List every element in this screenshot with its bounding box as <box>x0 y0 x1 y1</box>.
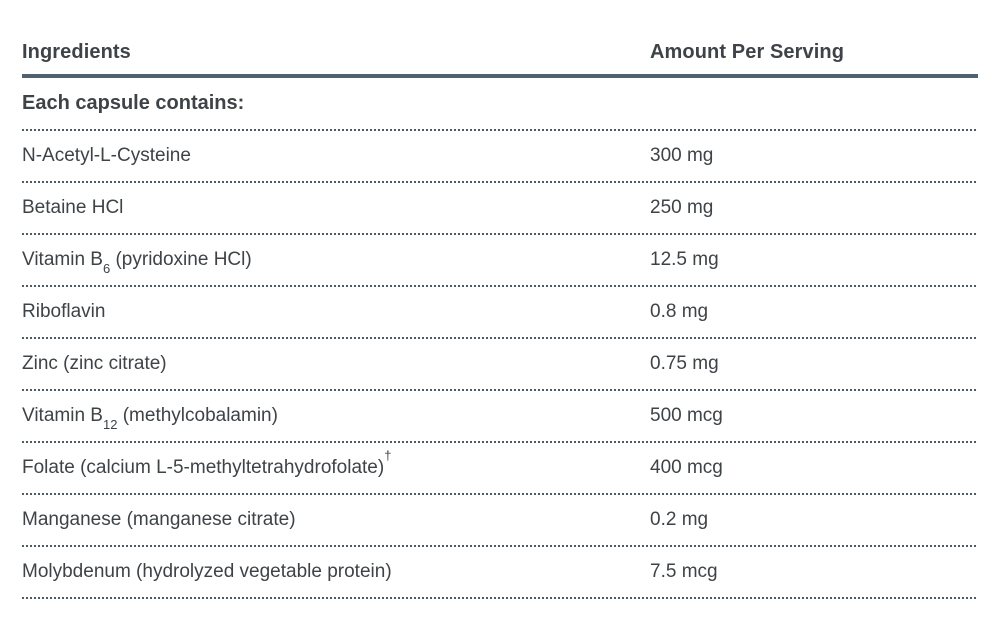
table-row: Riboflavin 0.8 mg <box>22 287 978 337</box>
ingredient-name-text: (pyridoxine HCl) <box>110 249 252 270</box>
ingredient-name: Folate (calcium L-5-methyltetrahydrofola… <box>22 449 650 479</box>
ingredient-name: Vitamin B6 (pyridoxine HCl) <box>22 249 650 275</box>
dagger-footnote-mark: † <box>384 447 392 463</box>
table-row: Manganese (manganese citrate) 0.2 mg <box>22 495 978 545</box>
ingredient-name-subscript: 6 <box>102 260 111 276</box>
ingredient-amount: 0.2 mg <box>650 509 709 530</box>
ingredient-amount: 0.8 mg <box>650 301 709 322</box>
ingredient-name-text: Riboflavin <box>22 301 106 322</box>
dotted-divider <box>22 493 978 495</box>
header-divider-rule <box>22 74 978 78</box>
table-row: Vitamin B6 (pyridoxine HCl) 12.5 mg <box>22 235 978 285</box>
table-body: N-Acetyl-L-Cysteine 300 mg Betaine HCl 250 … <box>22 131 978 599</box>
dotted-divider <box>22 545 978 547</box>
ingredient-name: Manganese (manganese citrate) <box>22 509 650 531</box>
ingredient-name-text: Molybdenum (hydrolyzed vegetable protein… <box>22 561 392 582</box>
ingredient-amount: 300 mg <box>650 145 714 166</box>
ingredient-name-text: Betaine HCl <box>22 197 124 218</box>
table-row: Vitamin B12 (methylcobalamin) 500 mcg <box>22 391 978 441</box>
ingredient-name: Vitamin B12 (methylcobalamin) <box>22 405 650 431</box>
table-row: Folate (calcium L-5-methyltetrahydrofola… <box>22 443 978 493</box>
ingredient-name-text: N-Acetyl-L-Cysteine <box>22 145 191 166</box>
ingredient-amount: 400 mcg <box>650 457 723 478</box>
ingredient-name-text: Manganese (manganese citrate) <box>22 509 296 530</box>
table-row: Betaine HCl 250 mg <box>22 183 978 233</box>
table-header-row: Ingredients Amount Per Serving <box>22 28 978 64</box>
dotted-divider <box>22 129 978 131</box>
ingredient-amount: 12.5 mg <box>650 249 719 270</box>
dotted-divider <box>22 285 978 287</box>
ingredient-name: Betaine HCl <box>22 197 650 219</box>
table-row: N-Acetyl-L-Cysteine 300 mg <box>22 131 978 181</box>
dotted-divider <box>22 597 978 599</box>
dotted-divider <box>22 181 978 183</box>
ingredient-name: Riboflavin <box>22 301 650 323</box>
ingredient-amount: 500 mcg <box>650 405 723 426</box>
ingredient-name-text: Vitamin B <box>22 405 103 426</box>
dotted-divider <box>22 389 978 391</box>
ingredient-name-text: Folate (calcium L-5-methyltetrahydrofola… <box>22 457 385 478</box>
table-row: Molybdenum (hydrolyzed vegetable protein… <box>22 547 978 597</box>
ingredient-name-text: (methylcobalamin) <box>117 405 278 426</box>
dotted-divider <box>22 233 978 235</box>
ingredient-name: N-Acetyl-L-Cysteine <box>22 145 650 167</box>
section-header: Each capsule contains: <box>22 92 245 114</box>
ingredient-name-text: Vitamin B <box>22 249 103 270</box>
ingredient-name: Molybdenum (hydrolyzed vegetable protein… <box>22 561 650 583</box>
column-header-amount-per-serving: Amount Per Serving <box>650 41 845 63</box>
dotted-divider <box>22 337 978 339</box>
ingredient-name-subscript: 12 <box>102 416 118 432</box>
ingredient-name-text: Zinc (zinc citrate) <box>22 353 167 374</box>
ingredient-amount: 250 mg <box>650 197 714 218</box>
table-row: Zinc (zinc citrate) 0.75 mg <box>22 339 978 389</box>
column-header-ingredients: Ingredients <box>22 41 131 63</box>
dotted-divider <box>22 441 978 443</box>
ingredient-amount: 0.75 mg <box>650 353 719 374</box>
ingredient-amount: 7.5 mcg <box>650 561 718 582</box>
ingredient-name: Zinc (zinc citrate) <box>22 353 650 375</box>
